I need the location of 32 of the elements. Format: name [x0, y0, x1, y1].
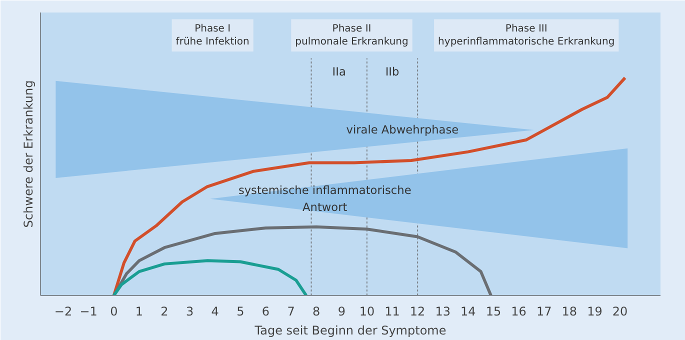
x-tick-label: 11: [384, 304, 400, 318]
x-tick-label: 10: [359, 304, 375, 318]
x-tick-label: 12: [410, 304, 426, 318]
y-axis-title: Schwere der Erkrankung: [22, 80, 36, 228]
x-tick-label: −2: [54, 304, 72, 318]
annotation: IIb: [385, 64, 400, 78]
x-tick-label: 16: [511, 304, 526, 318]
x-tick-label: 18: [562, 304, 578, 318]
x-tick-label: 4: [211, 304, 219, 318]
x-tick-label: 14: [460, 304, 476, 318]
series-label: systemische inflammatorische Antwort: [238, 183, 412, 214]
x-tick-label: 5: [236, 304, 244, 318]
annotation: IIa: [332, 64, 346, 78]
text: Phase II pulmonale Erkrankung: [295, 23, 408, 48]
x-tick-label: 6: [262, 304, 270, 318]
x-tick-label: 9: [338, 304, 346, 318]
series-label: virale Abwehrphase: [346, 122, 459, 137]
x-axis-title: Tage seit Beginn der Symptome: [254, 324, 446, 338]
x-tick-label: 15: [486, 304, 502, 318]
x-tick-label: 8: [312, 304, 320, 318]
x-tick-label: 0: [110, 304, 118, 318]
x-tick-label: 17: [536, 304, 552, 318]
x-tick-label: 1: [135, 304, 144, 318]
x-tick-label: −1: [80, 304, 98, 318]
x-tick-label: 2: [160, 304, 168, 318]
x-tick-label: 20: [612, 304, 628, 318]
x-tick-label: 19: [587, 304, 602, 318]
x-tick-label: 13: [435, 304, 451, 318]
x-tick-label: 7: [287, 304, 295, 318]
x-tick-label: 3: [186, 304, 194, 318]
text: Phase I frühe Infektion: [176, 23, 250, 48]
text: Phase III hyperinflammatorische Erkrankung: [438, 23, 615, 48]
